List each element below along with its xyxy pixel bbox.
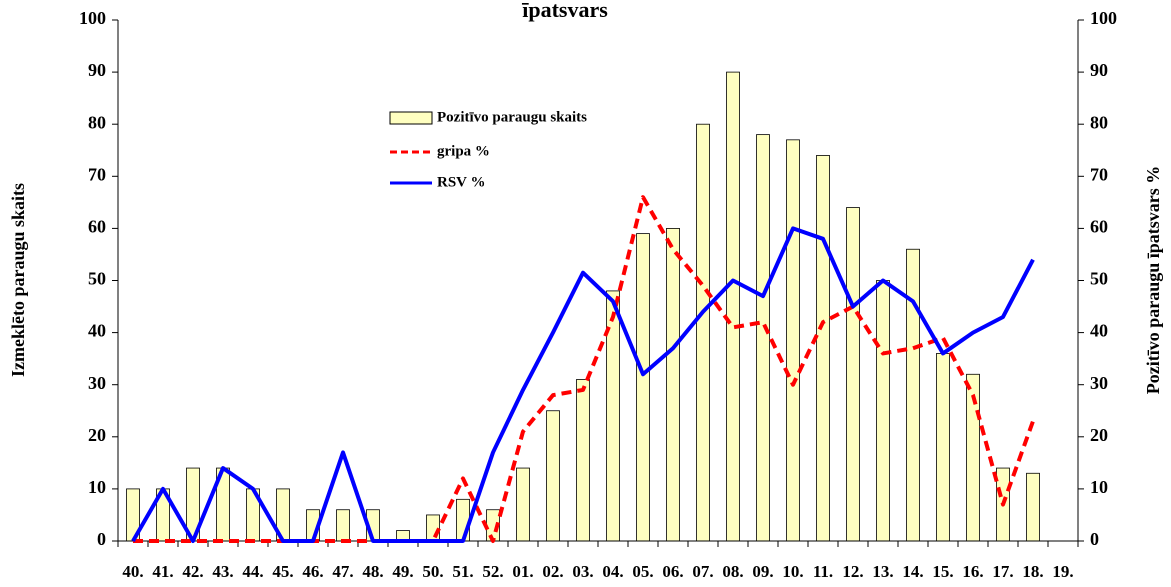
y2-tick-label: 0: [1090, 529, 1099, 549]
x-tick-label: 14.: [902, 562, 923, 581]
bar: [546, 410, 560, 542]
x-tick-label: 13.: [872, 562, 893, 581]
x-tick-label: 50.: [422, 562, 443, 581]
y-tick-label: 90: [88, 60, 106, 80]
x-tick-label: 52.: [482, 562, 503, 581]
x-tick-label: 48.: [362, 562, 383, 581]
line-series: [131, 226, 1035, 543]
y2-tick-label: 60: [1090, 217, 1108, 237]
x-tick-label: 08.: [722, 562, 743, 581]
legend-swatch: [389, 111, 433, 125]
legend-label: Pozitīvo paraugu skaits: [437, 109, 587, 125]
legend-label: RSV %: [437, 174, 486, 190]
legend-label: gripa %: [437, 143, 490, 159]
x-tick-label: 44.: [242, 562, 263, 581]
x-tick-label: 49.: [392, 562, 413, 581]
x-tick-label: 17.: [992, 562, 1013, 581]
y2-tick-label: 80: [1090, 112, 1108, 132]
y2-tick-label: 100: [1090, 8, 1117, 28]
y-tick-label: 70: [88, 164, 106, 184]
x-tick-label: 10.: [782, 562, 803, 581]
x-tick-label: 16.: [962, 562, 983, 581]
x-tick-label: 07.: [692, 562, 713, 581]
bar: [786, 139, 800, 542]
x-tick-label: 11.: [813, 562, 833, 581]
y-axis-label: Izmeklēto paraugu skaits: [8, 183, 28, 377]
y-tick-label: 0: [97, 529, 106, 549]
x-tick-label: 40.: [122, 562, 143, 581]
chart-title: īpatsvars: [521, 0, 608, 22]
bar: [906, 248, 920, 542]
y-tick-label: 10: [88, 477, 106, 497]
y2-tick-label: 30: [1090, 373, 1108, 393]
bar: [576, 379, 590, 542]
bar: [336, 509, 350, 542]
y-tick-label: 40: [88, 321, 106, 341]
y-tick-label: 20: [88, 425, 106, 445]
bar: [816, 155, 830, 542]
x-tick-label: 18.: [1022, 562, 1043, 581]
x-tick-label: 15.: [932, 562, 953, 581]
x-tick-label: 19.: [1052, 562, 1073, 581]
y2-tick-label: 10: [1090, 477, 1108, 497]
y2-tick-label: 20: [1090, 425, 1108, 445]
x-tick-label: 47.: [332, 562, 353, 581]
bar: [666, 227, 680, 542]
x-tick-label: 45.: [272, 562, 293, 581]
y2-axis-label: Pozitīvo paraugu īpatsvars %: [1143, 166, 1163, 395]
y2-tick-label: 40: [1090, 321, 1108, 341]
x-tick-label: 09.: [752, 562, 773, 581]
y2-tick-label: 90: [1090, 60, 1108, 80]
x-tick-label: 01.: [512, 562, 533, 581]
x-tick-label: 05.: [632, 562, 653, 581]
y-tick-label: 60: [88, 217, 106, 237]
bar: [1026, 472, 1040, 542]
bar: [876, 280, 890, 542]
y-tick-label: 50: [88, 269, 106, 289]
x-tick-label: 43.: [212, 562, 233, 581]
y-tick-label: 100: [79, 8, 106, 28]
y-tick-label: 30: [88, 373, 106, 393]
x-tick-label: 42.: [182, 562, 203, 581]
x-tick-label: 46.: [302, 562, 323, 581]
bar: [726, 71, 740, 542]
bar: [696, 123, 710, 542]
x-tick-label: 04.: [602, 562, 623, 581]
y-tick-label: 80: [88, 112, 106, 132]
y2-tick-label: 70: [1090, 164, 1108, 184]
bar: [636, 233, 650, 542]
x-tick-label: 02.: [542, 562, 563, 581]
x-tick-label: 41.: [152, 562, 173, 581]
bar: [516, 467, 530, 542]
bar: [756, 134, 770, 542]
y2-tick-label: 50: [1090, 269, 1108, 289]
x-tick-label: 06.: [662, 562, 683, 581]
x-tick-label: 51.: [452, 562, 473, 581]
bar: [936, 353, 950, 542]
bar: [846, 207, 860, 542]
bar: [456, 498, 470, 542]
x-tick-label: 12.: [842, 562, 863, 581]
x-tick-label: 03.: [572, 562, 593, 581]
